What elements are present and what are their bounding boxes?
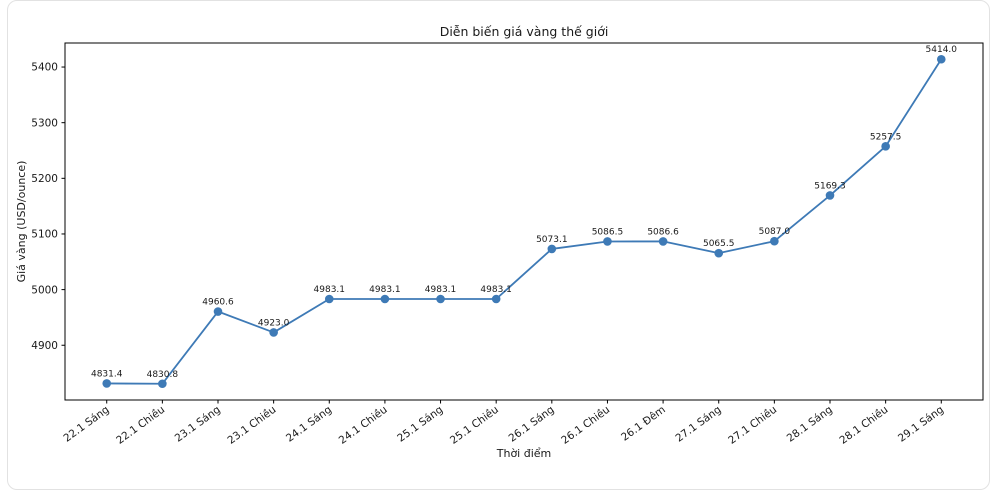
x-tick-label: 28.1 Chiều — [837, 404, 890, 447]
y-tick-label: 5000 — [31, 284, 58, 296]
data-point — [881, 142, 890, 151]
x-tick-label: 22.1 Sáng — [61, 404, 111, 445]
x-tick-label: 25.1 Chiều — [448, 404, 501, 447]
data-point-label: 5087.0 — [759, 227, 791, 237]
data-point-label: 5086.5 — [592, 227, 624, 237]
x-tick-label: 25.1 Sáng — [395, 404, 445, 445]
x-tick-label: 24.1 Sáng — [284, 404, 334, 445]
data-point-label: 4960.6 — [202, 298, 234, 308]
data-point-label: 4830.8 — [147, 370, 179, 380]
plot-border — [64, 42, 984, 401]
plot-area: 4900 5000 5100 5200 5300 5400 22.1 Sáng 22.1 Ch… — [31, 42, 984, 447]
y-tick-label: 5100 — [31, 229, 58, 241]
data-point — [380, 294, 390, 304]
data-point — [714, 248, 724, 258]
data-point-label: 5073.1 — [536, 235, 568, 245]
data-point — [603, 237, 612, 246]
x-tick-label: 23.1 Chiều — [225, 404, 278, 447]
x-axis-title: Thời điểm — [496, 447, 552, 460]
data-point — [491, 294, 501, 304]
data-point — [324, 294, 334, 304]
data-point — [936, 54, 946, 64]
chart-title: Diễn biến giá vàng thế giới — [440, 24, 609, 39]
y-tick-label: 5300 — [31, 117, 58, 129]
data-point-label: 4983.1 — [480, 285, 512, 295]
data-point-label: 5086.6 — [647, 227, 679, 237]
x-tick-label: 26.1 Đêm — [619, 404, 668, 444]
data-point — [547, 244, 557, 254]
x-tick-label: 28.1 Sáng — [785, 404, 835, 445]
x-tick-label: 24.1 Chiều — [337, 404, 390, 447]
data-point-label: 5414.0 — [926, 45, 958, 55]
data-point-label: 4983.1 — [369, 285, 401, 295]
x-tick-label: 23.1 Sáng — [173, 404, 223, 445]
data-point — [825, 191, 835, 200]
data-point-label: 4831.4 — [91, 369, 123, 379]
y-tick-label: 5200 — [31, 173, 58, 185]
chart-card — [7, 0, 990, 490]
data-point — [102, 379, 112, 388]
data-point — [158, 379, 167, 389]
data-point-label: 4983.1 — [314, 285, 346, 295]
x-tick-label: 22.1 Chiều — [114, 404, 167, 447]
data-point-label: 5169.3 — [814, 181, 846, 191]
y-tick-label: 4900 — [31, 340, 58, 352]
x-tick-label: 26.1 Chiều — [559, 404, 612, 447]
x-tick-label: 27.1 Sáng — [673, 404, 723, 445]
x-tick-label: 29.1 Sáng — [896, 404, 946, 445]
data-point — [269, 328, 278, 337]
x-tick-label: 27.1 Chiều — [726, 404, 779, 447]
data-point — [436, 294, 445, 304]
x-tick-label: 26.1 Sáng — [507, 404, 557, 445]
data-point — [770, 236, 779, 246]
data-point-label: 5257.5 — [870, 132, 902, 142]
data-point-label: 5065.5 — [703, 239, 735, 249]
data-point-label: 4923.0 — [258, 318, 290, 328]
y-axis-title: Giá vàng (USD/ounce) — [15, 161, 28, 283]
chart-line — [106, 58, 943, 385]
data-point — [658, 237, 668, 246]
data-point — [213, 307, 223, 316]
data-point-label: 4983.1 — [425, 285, 457, 295]
y-tick-label: 5400 — [31, 62, 58, 74]
